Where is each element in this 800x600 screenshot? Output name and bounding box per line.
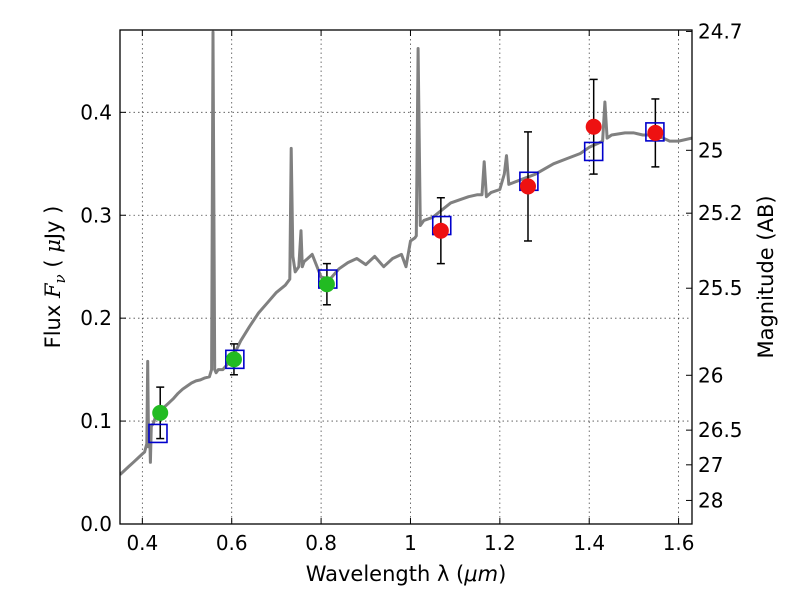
observed-point: [647, 124, 664, 141]
model-point-square: [225, 349, 245, 370]
observed-point: [225, 351, 242, 368]
y2-tick-label: 27: [698, 453, 723, 477]
y2-axis-label: Magnitude (AB): [754, 195, 778, 358]
y2-tick-label: 24.7: [698, 19, 743, 43]
x-tick-label: 0.8: [305, 531, 337, 555]
observed-point: [432, 222, 449, 239]
x-axis-ticks: 0.4 0.6 0.8 1 1.2 1.4 1.6: [126, 30, 695, 555]
observed-point: [152, 404, 169, 421]
y2-tick-label: 25: [698, 138, 723, 162]
x-tick-label: 0.4: [126, 531, 158, 555]
x-tick-label: 0.6: [216, 531, 248, 555]
y-tick-label: 0.0: [80, 512, 112, 536]
y-tick-label: 0.2: [80, 306, 112, 330]
y2-axis-ticks: 24.7 25 25.2 25.5 26 26.5 27 28: [686, 19, 743, 512]
y-tick-label: 0.4: [80, 100, 112, 124]
model-point-square: [148, 423, 168, 444]
plot-area: [120, 30, 692, 476]
y2-tick-label: 28: [698, 488, 723, 512]
y2-tick-label: 26.5: [698, 418, 743, 442]
observed-point: [519, 178, 536, 195]
x-tick-label: 1: [404, 531, 417, 555]
observed-point: [585, 118, 602, 135]
y2-tick-label: 25.5: [698, 276, 743, 300]
model-point-square: [583, 141, 604, 162]
model-points: [148, 122, 665, 444]
y2-tick-label: 25.2: [698, 201, 743, 225]
x-tick-label: 1.4: [573, 531, 605, 555]
plot-frame: [119, 29, 693, 525]
observed-point: [318, 276, 335, 293]
y-axis-ticks: 0.0 0.1 0.2 0.3 0.4: [80, 100, 126, 536]
y-tick-label: 0.1: [80, 409, 112, 433]
x-tick-label: 1.2: [484, 531, 516, 555]
y-tick-label: 0.3: [80, 203, 112, 227]
x-tick-label: 1.6: [663, 531, 695, 555]
x-axis-label: Wavelength λ (μm): [306, 562, 507, 586]
y-axis-label: Flux Fν ( μJy ): [41, 206, 69, 349]
observed-points: [152, 118, 664, 421]
y2-tick-label: 26: [698, 363, 723, 387]
